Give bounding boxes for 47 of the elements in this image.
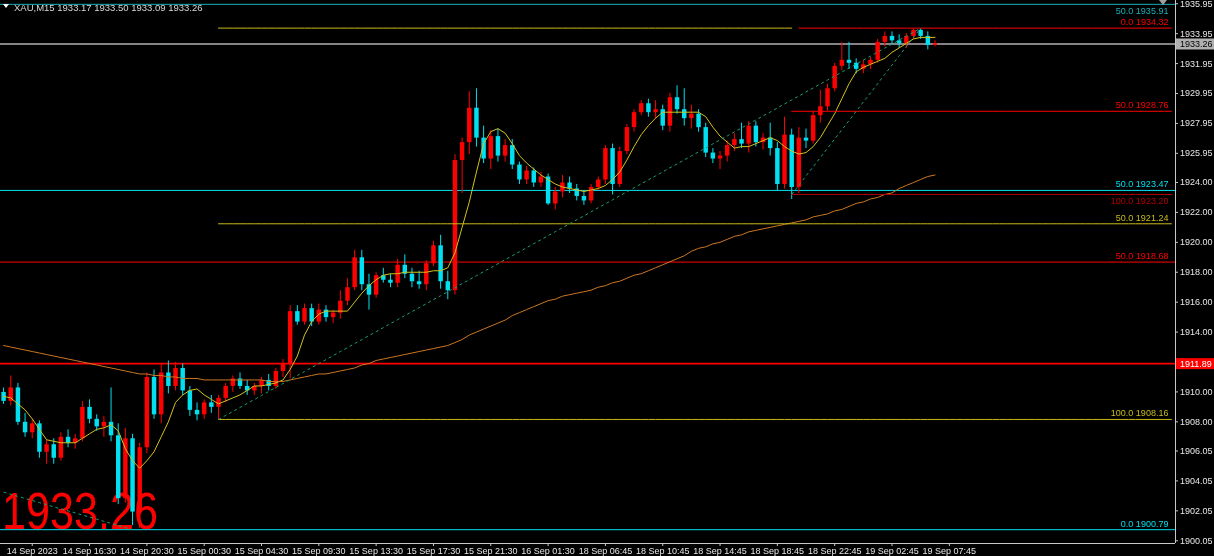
y-tick-label: 1922.00 — [1180, 207, 1213, 218]
y-tick-label: 1914.00 — [1180, 327, 1213, 338]
y-tick-label: 1910.00 — [1180, 386, 1213, 397]
annotation: 50.0 1935.91 — [1115, 6, 1169, 17]
x-tick-label: 15 Sep 04:30 — [234, 546, 289, 556]
annotation: 50.0 1923.47 — [1115, 179, 1169, 190]
x-tick-label: 18 Sep 06:45 — [578, 546, 633, 556]
y-tick-label: 1935.95 — [1180, 0, 1213, 9]
y-tick-label: 1931.95 — [1180, 58, 1213, 69]
x-tick-label: 18 Sep 10:45 — [635, 546, 690, 556]
y-tick-label: 1918.00 — [1180, 267, 1213, 278]
x-tick-label: 16 Sep 01:30 — [521, 546, 575, 556]
x-tick-label: 14 Sep 16:30 — [62, 546, 117, 556]
series-label: 0.0 1934.32 — [1120, 17, 1169, 28]
y-tick-label: 1924.00 — [1180, 177, 1213, 188]
x-tick-label: 15 Sep 21:30 — [464, 546, 518, 556]
x-tick-label: 15 Sep 09:30 — [292, 546, 346, 556]
y-tick-label: 1920.00 — [1180, 237, 1213, 248]
x-tick-label: 19 Sep 07:45 — [922, 546, 977, 556]
annotation: 0.0 1900.79 — [1120, 518, 1169, 529]
y-tick-label: 1902.05 — [1180, 505, 1213, 516]
series-label: 100.0 1908.16 — [1110, 408, 1169, 419]
y-tick-label: 1929.95 — [1180, 88, 1213, 99]
y-tick-label: 1933.95 — [1180, 28, 1213, 39]
x-tick-label: 18 Sep 18:45 — [750, 546, 805, 556]
x-tick-label: 14 Sep 20:30 — [120, 546, 174, 556]
y-tick-label: 1904.05 — [1180, 475, 1213, 486]
series-label: 50.0 1921.24 — [1115, 212, 1169, 223]
y-tick-label: 1908.00 — [1180, 416, 1213, 427]
x-tick-label: 15 Sep 17:30 — [406, 546, 461, 556]
x-tick-label: 19 Sep 02:45 — [865, 546, 919, 556]
x-tick-label: 18 Sep 14:45 — [693, 546, 747, 556]
ref-line-label: 1933.26 — [1180, 38, 1213, 49]
x-tick-label: 14 Sep 2023 — [6, 546, 58, 556]
chart-title: XAU,M15 1933.17 1933.50 1933.09 1933.26 — [14, 1, 203, 13]
x-tick-label: 18 Sep 22:45 — [807, 546, 862, 556]
series-label: 100.0 1923.20 — [1110, 196, 1169, 207]
y-tick-label: 1925.95 — [1180, 148, 1213, 159]
y-tick-label: 1900.05 — [1180, 535, 1213, 546]
y-tick-label: 1906.05 — [1180, 446, 1213, 456]
ref-line-label: 1911.89 — [1180, 358, 1212, 369]
annotation: 50.0 1918.68 — [1115, 251, 1169, 262]
x-tick-label: 15 Sep 13:30 — [349, 546, 403, 556]
y-tick-label: 1916.00 — [1180, 297, 1213, 308]
y-tick-label: 1927.95 — [1180, 118, 1213, 129]
series-label: 50.0 1928.76 — [1115, 100, 1169, 111]
x-tick-label: 15 Sep 00:30 — [177, 546, 231, 556]
